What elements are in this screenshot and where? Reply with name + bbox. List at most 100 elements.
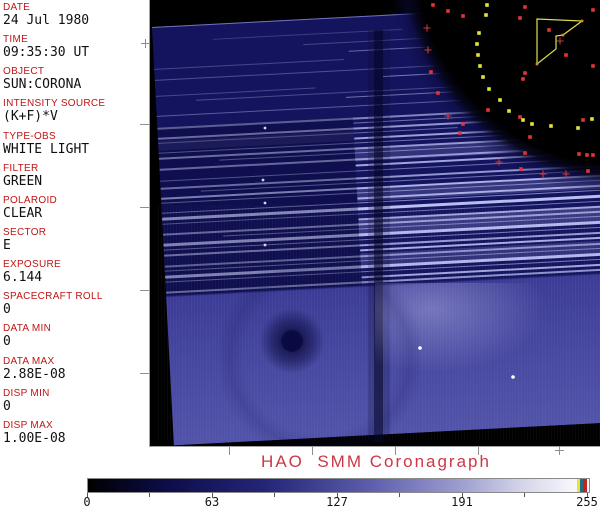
red-fiducial-dot (518, 16, 522, 20)
red-fiducial-dot (591, 8, 595, 12)
colorbar-tick-label: 127 (326, 495, 348, 509)
red-fiducial-dot (458, 131, 462, 135)
axis-tick (229, 447, 230, 455)
metadata-field: DISP MIN 0 (3, 388, 149, 420)
field-label: SPACECRAFT ROLL (3, 291, 103, 303)
colorbar-overflow-stripe (577, 479, 580, 492)
field-label: EXPOSURE (3, 259, 61, 271)
field-value: 0 (3, 302, 11, 318)
bright-wedge (375, 283, 550, 375)
colorbar-minor-tick (274, 493, 275, 497)
red-plus-marker (423, 24, 431, 32)
colorbar-major-tick (587, 493, 588, 498)
yellow-limb-dot (485, 3, 489, 7)
axis-tick (478, 447, 479, 455)
axis-tick (140, 124, 149, 125)
colorbar-major-tick (462, 493, 463, 498)
field-label: OBJECT (3, 66, 45, 78)
metadata-field: DISP MAX 1.00E-08 (3, 420, 149, 452)
red-fiducial-dot (486, 108, 490, 112)
red-fiducial-dot (461, 14, 465, 18)
field-value: WHITE LIGHT (3, 141, 90, 157)
star-point (418, 346, 422, 350)
bright-point (261, 178, 265, 182)
metadata-field: DATE 24 Jul 1980 (3, 2, 149, 34)
red-fiducial-dot (446, 9, 450, 13)
colorbar-tick-label: 63 (204, 495, 220, 509)
red-plus-marker (424, 46, 432, 54)
metadata-field: DATA MAX 2.88E-08 (3, 356, 149, 388)
red-plus-marker (495, 158, 503, 166)
field-value: 0 (3, 334, 11, 350)
metadata-field: TYPE-OBS WHITE LIGHT (3, 131, 149, 163)
field-value: 0 (3, 398, 11, 414)
yellow-limb-dot (498, 98, 502, 102)
red-fiducial-dot (591, 153, 595, 157)
yellow-limb-dot (476, 53, 480, 57)
orange-vertex-dot (580, 19, 584, 23)
yellow-limb-dot (530, 122, 534, 126)
red-fiducial-dot (547, 28, 551, 32)
field-label: POLAROID (3, 194, 58, 206)
red-fiducial-dot (523, 71, 527, 75)
colorbar-minor-tick (149, 493, 150, 497)
field-label: TYPE-OBS (3, 130, 56, 142)
field-value: CLEAR (3, 205, 43, 221)
field-value: 24 Jul 1980 (3, 13, 90, 28)
vertical-dark-band (374, 30, 383, 442)
yellow-limb-dot (477, 31, 481, 35)
colorbar-minor-tick (524, 493, 525, 497)
colorbar-minor-tick (399, 493, 400, 497)
red-fiducial-dot (429, 70, 433, 74)
red-fiducial-dot (528, 135, 532, 139)
field-label: DATE (3, 2, 31, 13)
yellow-limb-dot (576, 126, 580, 130)
red-fiducial-dot (519, 167, 523, 171)
field-value: SUN:CORONA (3, 77, 82, 93)
metadata-field: INTENSITY SOURCE (K+F)*V (3, 98, 149, 130)
red-fiducial-dot (461, 122, 465, 126)
field-label: INTENSITY SOURCE (3, 98, 106, 110)
axis-tick (395, 447, 396, 455)
field-value: 1.00E-08 (3, 430, 66, 446)
red-plus-marker (556, 37, 564, 45)
yellow-limb-dot (507, 109, 511, 113)
yellow-limb-dot (478, 64, 482, 68)
metadata-field: POLAROID CLEAR (3, 195, 149, 227)
metadata-field: FILTER GREEN (3, 163, 149, 195)
colorbar-tick-label: 0 (83, 495, 91, 509)
red-fiducial-dot (591, 64, 595, 68)
axis-tick (312, 447, 313, 455)
bright-point (263, 243, 267, 247)
axis-tick (140, 373, 149, 374)
yellow-limb-dot (481, 75, 485, 79)
colorbar-overflow-stripe (580, 479, 583, 492)
colorbar-major-tick (337, 493, 338, 498)
red-fiducial-dot (521, 77, 525, 81)
field-value: 2.88E-08 (3, 366, 66, 382)
red-fiducial-dot (581, 118, 585, 122)
colorbar-major-tick (87, 493, 88, 498)
metadata-panel: DATE 24 Jul 1980 TIME 09:35:30 UT OBJECT SUN:… (3, 2, 149, 452)
metadata-field: EXPOSURE 6.144 (3, 259, 149, 291)
field-value: (K+F)*V (3, 109, 58, 125)
field-value: E (3, 237, 11, 253)
red-plus-marker (539, 170, 547, 178)
metadata-field: SECTOR E (3, 227, 149, 259)
red-plus-marker (562, 170, 570, 178)
field-label: DATA MAX (3, 355, 55, 367)
field-label: TIME (3, 34, 29, 46)
colorbar-major-tick (212, 493, 213, 498)
field-value: 09:35:30 UT (3, 45, 90, 61)
field-label: SECTOR (3, 226, 47, 238)
red-fiducial-dot (577, 152, 581, 156)
field-label: DATA MIN (3, 323, 52, 335)
field-label: FILTER (3, 162, 39, 174)
yellow-limb-dot (590, 117, 594, 121)
colorbar-tick-label: 191 (451, 495, 473, 509)
axis-tick (140, 290, 149, 291)
fiducial-markers (261, 3, 595, 379)
red-fiducial-dot (585, 153, 589, 157)
bright-point (263, 201, 267, 205)
red-fiducial-dot (523, 5, 527, 9)
